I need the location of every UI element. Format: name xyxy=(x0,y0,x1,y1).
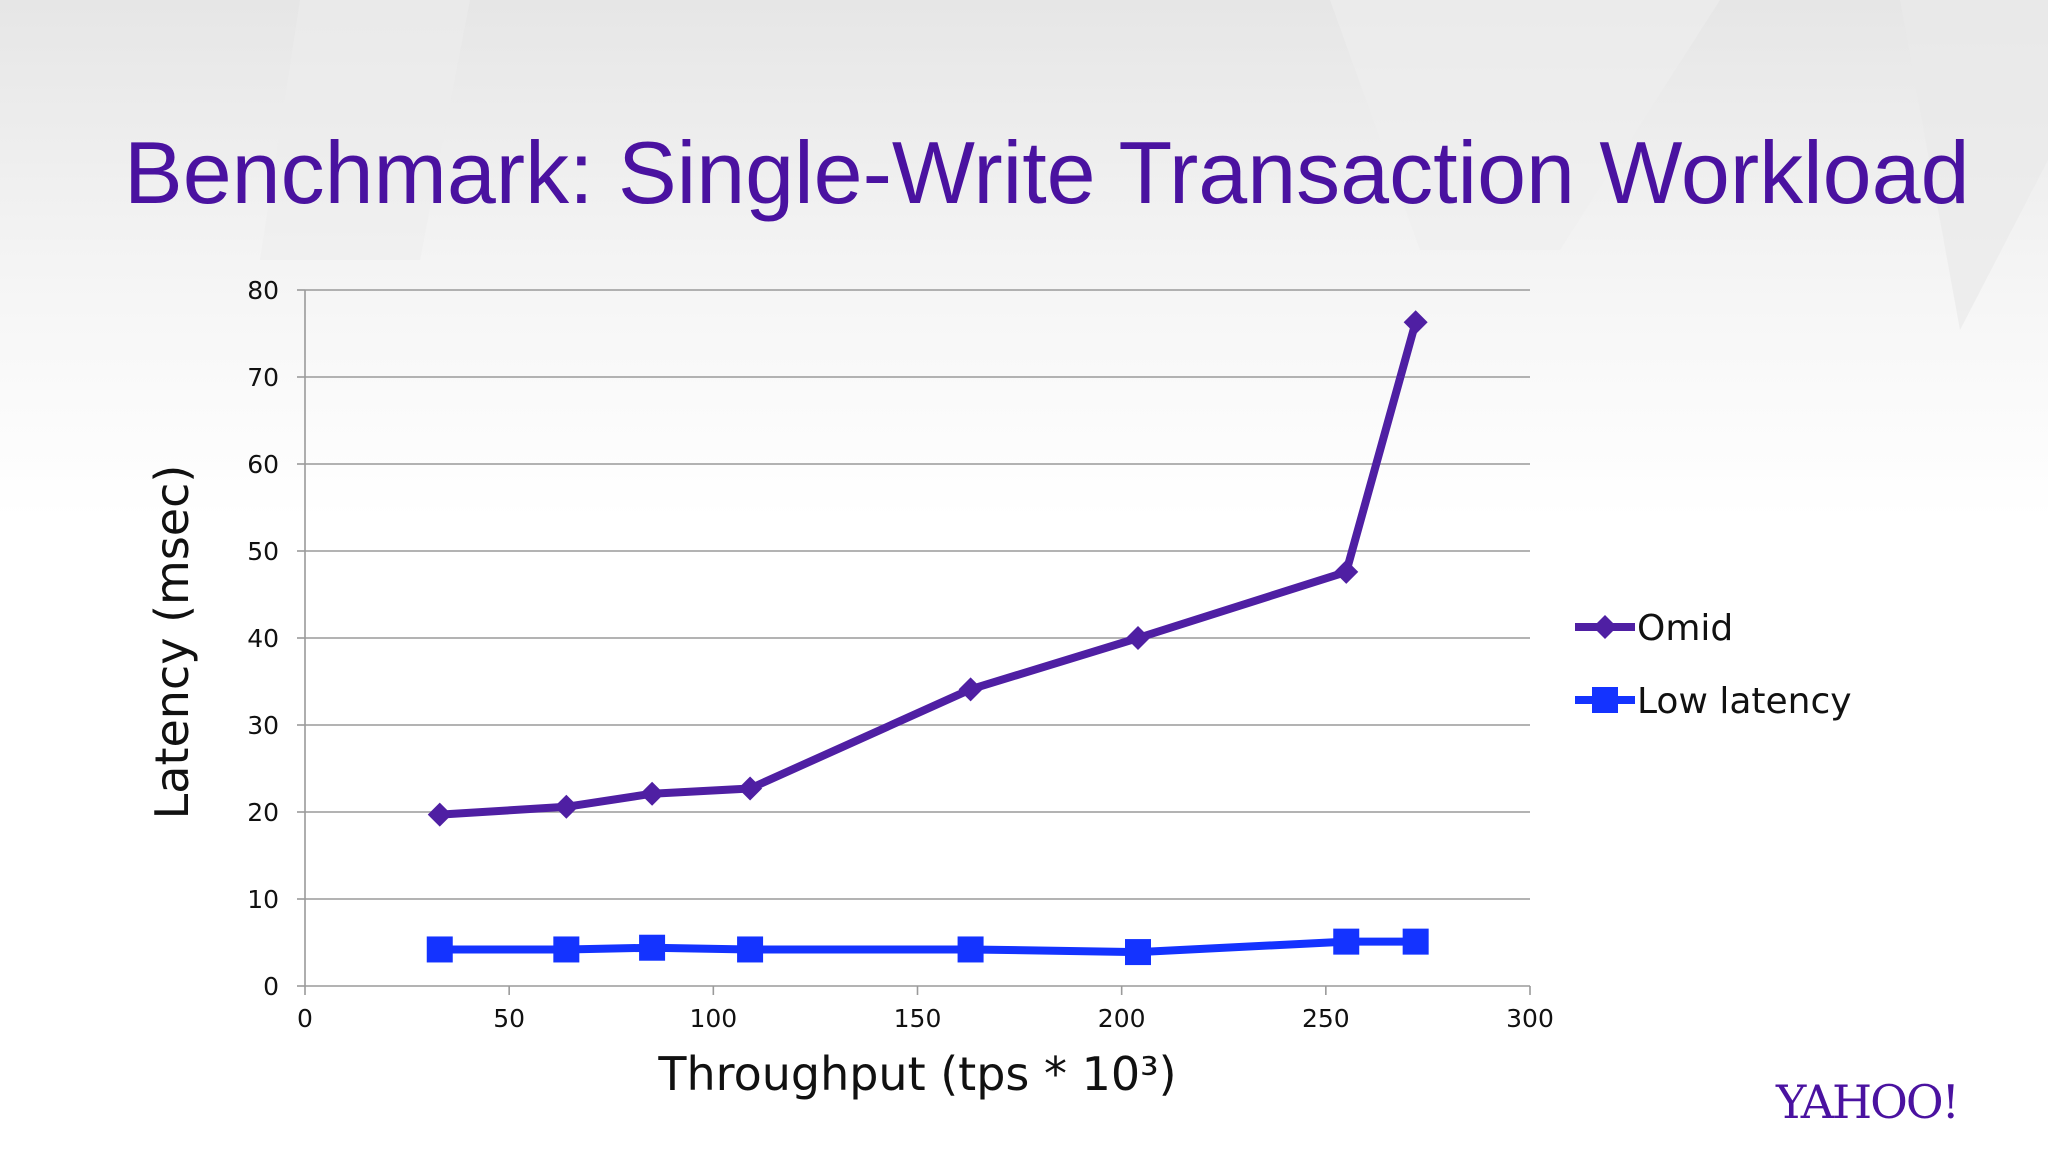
data-point-low-latency-4 xyxy=(957,936,984,963)
x-tick-label-150: 150 xyxy=(894,1004,942,1033)
y-tick-label-0: 0 xyxy=(263,972,279,1001)
data-point-low-latency-7 xyxy=(1402,928,1429,955)
legend-label-omid: Omid xyxy=(1637,608,1733,649)
x-axis-label: Throughput (tps * 10³) xyxy=(657,1047,1176,1101)
data-point-low-latency-5 xyxy=(1125,939,1151,966)
slide-title: Benchmark: Single-Write Transaction Work… xyxy=(124,123,1970,222)
y-tick-label-80: 80 xyxy=(247,276,279,305)
data-point-low-latency-0 xyxy=(426,936,453,963)
data-point-omid-3 xyxy=(738,776,763,801)
y-tick-label-70: 70 xyxy=(247,363,279,392)
y-tick-label-60: 60 xyxy=(247,450,279,479)
data-point-low-latency-1 xyxy=(553,936,580,963)
legend-marker-omid xyxy=(1593,615,1617,639)
legend-marker-low-latency xyxy=(1592,687,1618,713)
x-tick-label-0: 0 xyxy=(297,1004,313,1033)
x-tick-label-200: 200 xyxy=(1098,1004,1146,1033)
data-point-omid-5 xyxy=(1126,626,1150,650)
data-point-omid-1 xyxy=(554,794,579,819)
data-point-low-latency-6 xyxy=(1333,928,1360,955)
data-point-omid-0 xyxy=(427,802,452,827)
series-line-low-latency xyxy=(435,937,1420,957)
y-tick-label-40: 40 xyxy=(247,624,279,653)
x-tick-label-100: 100 xyxy=(689,1004,737,1033)
y-axis-label: Latency (msec) xyxy=(145,465,199,820)
y-tick-label-30: 30 xyxy=(247,711,279,740)
data-point-omid-6 xyxy=(1334,559,1359,584)
x-tick-label-50: 50 xyxy=(493,1004,525,1033)
data-point-omid-4 xyxy=(958,677,983,702)
data-point-low-latency-3 xyxy=(737,936,764,963)
legend-label-low-latency: Low latency xyxy=(1637,681,1852,722)
x-tick-label-300: 300 xyxy=(1506,1004,1554,1033)
series-line-omid xyxy=(435,318,1420,819)
y-tick-label-20: 20 xyxy=(247,798,279,827)
data-point-omid-7 xyxy=(1403,310,1428,335)
y-tick-label-10: 10 xyxy=(247,885,279,914)
data-point-low-latency-2 xyxy=(639,934,666,961)
x-tick-label-250: 250 xyxy=(1302,1004,1350,1033)
y-tick-label-50: 50 xyxy=(247,537,279,566)
data-point-omid-2 xyxy=(640,781,665,806)
yahoo-logo: YAHOO! xyxy=(1776,1075,1960,1129)
